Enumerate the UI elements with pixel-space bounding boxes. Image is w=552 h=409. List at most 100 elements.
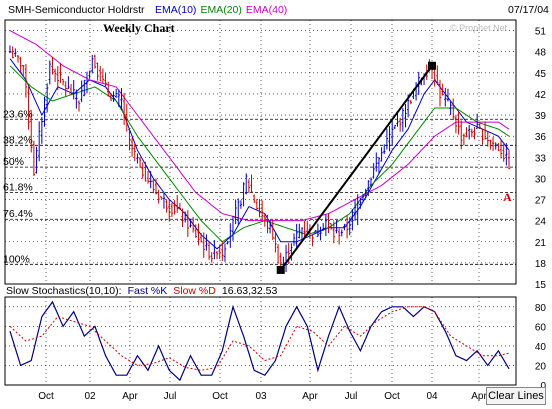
ema-legend-item: EMA(40) (246, 4, 287, 16)
stoch-tick-label: 40 (535, 342, 547, 353)
price-bar (252, 194, 256, 203)
price-bar (210, 252, 213, 263)
price-tick-label: 42 (535, 90, 547, 101)
price-bar (398, 117, 402, 132)
price-bar (345, 215, 349, 239)
time-tick-label: Oct (384, 391, 400, 402)
stochastic-panel (4, 296, 517, 386)
price-bar (178, 202, 182, 210)
price-bar (207, 241, 211, 260)
stoch-tick-label: 20 (535, 361, 547, 372)
price-bar (454, 114, 458, 134)
price-tick-label: 27 (535, 196, 547, 207)
price-bar (133, 143, 136, 162)
price-bar (24, 63, 28, 98)
price-bar (96, 62, 99, 81)
price-bar (271, 219, 274, 241)
price-bar (409, 100, 412, 105)
stoch-legend-item: Slow Stochastics(10,10): (6, 285, 122, 297)
price-bar (343, 223, 346, 231)
price-bar (136, 153, 139, 164)
price-bar (109, 93, 113, 101)
price-bar (16, 55, 20, 63)
price-panel (4, 19, 517, 285)
price-bar (348, 217, 351, 236)
price-tick-label: 30 (535, 174, 547, 185)
price-bar (223, 243, 227, 262)
price-bar (245, 173, 248, 195)
price-bar (475, 113, 479, 129)
price-bar (154, 178, 158, 195)
stoch-fast-k-line (9, 300, 510, 382)
price-bar (311, 234, 314, 247)
price-bar (268, 220, 272, 234)
price-bar (377, 157, 381, 174)
price-bar (502, 142, 505, 162)
price-bar (226, 240, 229, 245)
price-bar (446, 88, 450, 102)
trendline-group[interactable] (276, 61, 437, 274)
price-bar (101, 68, 105, 84)
price-bar (35, 146, 38, 174)
time-tick-label: Jul (164, 391, 177, 402)
price-bar (266, 214, 269, 234)
clear-lines-button[interactable]: Clear Lines (486, 387, 546, 405)
stoch-tick-label: 60 (535, 322, 547, 333)
price-bar (380, 147, 383, 162)
fib-label: 50% (3, 156, 24, 168)
ema-legend-item: EMA(20) (200, 4, 241, 16)
price-tick-label: 15 (535, 280, 547, 291)
price-bar (173, 200, 176, 215)
time-tick-label: 04 (426, 391, 438, 402)
fib-label: 38.2% (3, 134, 33, 146)
price-bar (43, 96, 46, 127)
price-bar (436, 65, 439, 85)
price-bar (61, 78, 65, 86)
price-bar (45, 83, 49, 113)
price-tick-label: 51 (535, 27, 547, 38)
price-bar (144, 161, 147, 182)
price-bar (322, 223, 325, 231)
price-bar (276, 244, 280, 264)
price-bar (385, 128, 389, 150)
price-bar (499, 139, 503, 159)
price-bar (107, 81, 110, 97)
price-bar (83, 79, 86, 97)
price-tick-label: 18 (535, 259, 547, 270)
price-bar (69, 84, 73, 96)
price-bar (205, 234, 208, 251)
price-bar (53, 68, 57, 82)
time-tick-label: Oct (212, 391, 228, 402)
price-bar (351, 209, 354, 231)
price-bar (316, 223, 320, 237)
price-bar (149, 171, 152, 189)
price-bar (478, 123, 482, 130)
price-bar (340, 229, 343, 237)
time-tick-label: Jul (345, 391, 358, 402)
fib-label: 76.4% (3, 208, 33, 220)
price-bar (128, 128, 131, 151)
price-bar (59, 63, 62, 83)
time-tick-label: Apr (302, 391, 318, 402)
price-bar (393, 124, 397, 129)
price-bar (324, 214, 328, 237)
price-bar (361, 193, 365, 203)
price-bar (438, 79, 442, 107)
price-bar (170, 203, 174, 217)
price-bar (364, 188, 367, 199)
price-bar (507, 150, 511, 170)
price-bar (462, 133, 466, 146)
price-bar (247, 179, 251, 193)
price-bar (48, 60, 52, 85)
price-bar (483, 121, 487, 140)
trendline-handle-end (428, 61, 437, 70)
stoch-legend-item: 16.63,32.53 (222, 285, 278, 297)
price-bar (218, 245, 221, 260)
grid-lines (5, 20, 516, 386)
price-bar (221, 242, 224, 262)
price-bar (505, 143, 508, 166)
price-bar (168, 198, 171, 222)
price-bar (176, 194, 179, 213)
price-bar (234, 199, 237, 225)
price-bar (319, 226, 322, 241)
